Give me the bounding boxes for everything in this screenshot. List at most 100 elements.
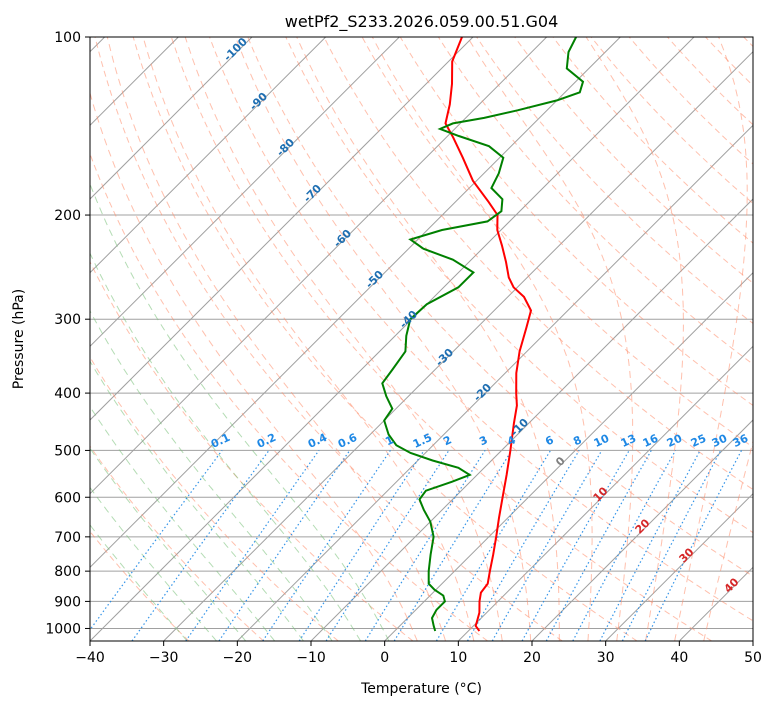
- moist-adiabat-line: [106, 37, 447, 641]
- mixing-ratio-label: 8: [571, 433, 583, 448]
- mixing-ratio-line: [218, 450, 351, 641]
- dry-adiabat-line: [132, 37, 638, 641]
- isotherm-line: [384, 271, 753, 641]
- mixing-ratio-line: [572, 450, 677, 641]
- isotherm-line: [90, 37, 253, 200]
- moist-adiabat-line: [90, 360, 304, 641]
- isotherm-line: [605, 492, 753, 641]
- moist-adiabat-line: [466, 37, 634, 641]
- dry-adiabat-line: [170, 37, 712, 641]
- dry-adiabat-line: [437, 37, 753, 365]
- moist-adiabat-line: [90, 447, 247, 641]
- x-tick-label: 50: [744, 650, 762, 666]
- moist-adiabat-line: [703, 439, 753, 641]
- mixing-ratio-label: 0.2: [255, 431, 278, 451]
- mixing-ratio-label: 3: [477, 433, 489, 448]
- moist-adiabat-line: [674, 37, 748, 641]
- mixing-ratio-line: [621, 450, 722, 641]
- moist-adiabat-line: [90, 252, 362, 641]
- dry-adiabat-line: [285, 37, 753, 534]
- mixing-ratio-line: [298, 450, 425, 641]
- mixing-ratio-line: [185, 450, 320, 641]
- x-tick-label: −10: [296, 650, 326, 666]
- dry-adiabat-line: [90, 445, 264, 641]
- dry-adiabat-line: [323, 37, 753, 491]
- x-tick-label: 40: [670, 650, 688, 666]
- mixing-ratio-line: [131, 450, 270, 641]
- dry-adiabat-line: [514, 37, 753, 284]
- y-tick-label: 600: [54, 490, 81, 506]
- moist-adiabat-line: [585, 37, 684, 641]
- dry-adiabat-line: [94, 37, 563, 641]
- moist-adiabat-label: 30: [677, 545, 697, 565]
- moist-adiabat-line: [90, 405, 276, 641]
- y-tick-label: 800: [54, 564, 81, 580]
- x-tick-label: −40: [75, 650, 105, 666]
- moist-adiabat-line: [184, 37, 503, 641]
- moist-adiabat-label: 40: [722, 575, 742, 595]
- y-axis-ticks: 100 200 300 400 500 600 700 800 900 1000: [45, 30, 90, 637]
- y-tick-label: 100: [54, 30, 81, 46]
- mixing-ratio-line: [521, 450, 630, 641]
- background-lines: [90, 37, 753, 641]
- moist-adiabat-label: -40: [397, 308, 420, 331]
- isotherm-line: [90, 37, 548, 495]
- moist-adiabat-line: [371, 37, 593, 641]
- dry-adiabat-line: [476, 37, 753, 325]
- mixing-ratio-label: 10: [592, 432, 612, 450]
- isotherm-line: [531, 419, 753, 641]
- dry-adiabat-line: [90, 356, 339, 641]
- sounding-series: [381, 37, 585, 632]
- dry-adiabat-line: [247, 37, 753, 577]
- isotherm-line: [752, 640, 753, 641]
- x-tick-label: −20: [223, 650, 253, 666]
- moist-adiabat-line: [90, 524, 188, 641]
- mixing-ratio-label: 16: [641, 432, 661, 450]
- mixing-ratio-label: 0.1: [209, 431, 232, 451]
- mixing-ratio-line: [545, 450, 652, 641]
- dry-adiabat-line: [552, 37, 753, 244]
- mixing-ratio-label: 30: [710, 432, 730, 450]
- y-tick-label: 500: [54, 443, 81, 459]
- moist-adiabat-label: -50: [363, 268, 386, 291]
- isotherm-line: [90, 37, 327, 274]
- y-tick-label: 900: [54, 594, 81, 610]
- mixing-ratio-line: [393, 450, 513, 641]
- dry-adiabat-line: [705, 37, 753, 87]
- y-tick-label: 700: [54, 530, 81, 546]
- mixing-ratio-line: [90, 450, 223, 631]
- mixing-ratio-line: [466, 450, 580, 641]
- isotherm-line: [90, 37, 474, 421]
- mixing-ratio-label: 13: [619, 432, 638, 450]
- mixing-ratio-line: [644, 450, 743, 641]
- moist-adiabat-label: 10: [591, 484, 611, 504]
- moist-adiabat-label: -20: [471, 381, 494, 404]
- mixing-ratio-label: 36: [731, 432, 751, 450]
- moist-adiabat-line: [90, 310, 333, 641]
- isotherm-line: [90, 37, 400, 348]
- mixing-ratio-label: 0.4: [306, 431, 329, 451]
- moist-adiabat-label: 20: [633, 516, 653, 536]
- x-tick-label: 0: [380, 650, 389, 666]
- moist-adiabat-line: [235, 37, 532, 641]
- isotherm-line: [678, 566, 753, 641]
- x-axis-ticks: −40 −30 −20 −10 0 10 20 30 40 50: [75, 641, 762, 666]
- dewpoint-profile-line: [381, 37, 585, 632]
- mixing-ratio-label: 25: [689, 432, 708, 450]
- moist-adiabat-line: [142, 37, 475, 641]
- x-tick-label: −30: [149, 650, 179, 666]
- x-tick-label: 20: [523, 650, 541, 666]
- x-tick-label: 10: [449, 650, 467, 666]
- plot-frame: [89, 36, 754, 642]
- x-tick-label: 30: [597, 650, 615, 666]
- moist-adiabat-line: [296, 37, 560, 641]
- y-tick-label: 200: [54, 208, 81, 224]
- isotherm-line: [236, 124, 753, 641]
- isotherm-line: [457, 345, 753, 641]
- mixing-ratio-label: 6: [543, 433, 556, 448]
- y-tick-label: 300: [54, 312, 81, 328]
- mixing-ratio-line: [325, 450, 450, 641]
- moist-adiabat-label: -30: [433, 346, 456, 369]
- dry-adiabat-line: [743, 37, 753, 48]
- mixing-ratio-line: [262, 450, 391, 641]
